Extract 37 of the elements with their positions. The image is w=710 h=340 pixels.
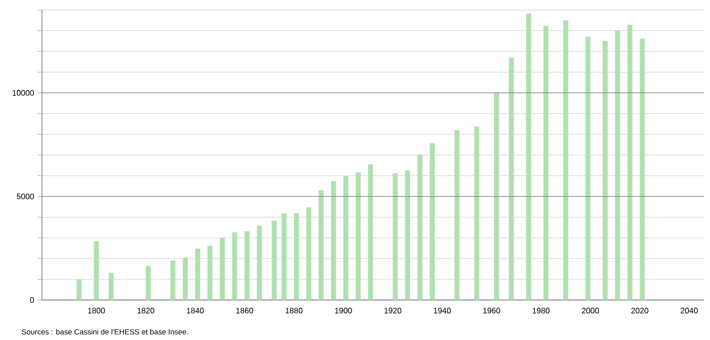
- bar: [430, 143, 435, 300]
- bar: [76, 280, 82, 300]
- bar: [282, 213, 287, 300]
- bar: [232, 232, 238, 300]
- bar: [602, 40, 608, 300]
- bar: [272, 220, 277, 300]
- bar: [563, 20, 568, 300]
- bar: [294, 213, 299, 300]
- bar: [207, 246, 212, 300]
- bar: [405, 170, 410, 300]
- bar: [508, 58, 514, 300]
- bar: [318, 190, 324, 300]
- bar: [195, 248, 200, 300]
- bar: [356, 172, 361, 300]
- bar: [615, 30, 620, 300]
- bar: [256, 226, 262, 300]
- bar: [417, 154, 422, 300]
- bar: [474, 126, 480, 300]
- bar: [108, 272, 114, 300]
- bar: [94, 241, 99, 300]
- bar: [392, 173, 398, 300]
- bar: [627, 24, 632, 300]
- bar: [330, 181, 336, 300]
- bar: [306, 207, 312, 300]
- bar: [526, 14, 532, 300]
- bar: [640, 38, 645, 300]
- bar: [146, 266, 151, 300]
- bar: [454, 130, 460, 300]
- bar: [182, 258, 188, 300]
- bar: [368, 164, 374, 300]
- bar: [494, 92, 500, 300]
- bar: [220, 238, 225, 300]
- bar: [244, 231, 250, 300]
- bar: [585, 36, 590, 300]
- bar: [543, 26, 548, 300]
- bar: [170, 260, 176, 300]
- bar: [343, 176, 348, 300]
